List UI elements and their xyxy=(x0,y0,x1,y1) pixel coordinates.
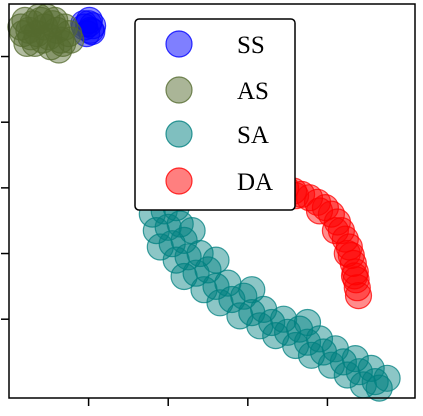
legend-marker-sa xyxy=(165,120,193,148)
legend-label-sa: SA xyxy=(237,122,269,149)
point-sa xyxy=(258,308,286,337)
legend: SS AS SA DA xyxy=(134,18,296,211)
point-sa xyxy=(321,335,349,363)
series-sa xyxy=(138,194,401,402)
point-sa xyxy=(202,246,230,274)
point-sa xyxy=(309,338,338,366)
legend-entry-as: AS xyxy=(165,76,269,105)
point-sa xyxy=(305,325,334,353)
legend-entry-sa: SA xyxy=(165,120,269,149)
point-sa xyxy=(274,318,302,346)
point-sa xyxy=(270,305,298,333)
ticks-layer xyxy=(1,55,329,406)
point-da xyxy=(305,197,334,225)
point-sa xyxy=(178,217,206,245)
point-as xyxy=(9,19,37,48)
point-sa xyxy=(329,348,357,376)
plot-frame xyxy=(8,3,416,399)
legend-marker-ss xyxy=(165,30,193,58)
point-da xyxy=(343,274,371,302)
point-as xyxy=(57,26,85,54)
point-da xyxy=(340,262,369,290)
legend-entry-da: DA xyxy=(165,167,273,196)
point-ss xyxy=(78,18,106,46)
point-da xyxy=(321,217,349,245)
point-sa xyxy=(365,374,393,402)
legend-entry-ss: SS xyxy=(165,30,265,59)
point-sa xyxy=(238,299,266,327)
legend-marker-as xyxy=(165,76,193,104)
point-sa xyxy=(238,276,266,304)
point-sa xyxy=(182,259,210,287)
point-da xyxy=(333,239,361,268)
point-sa xyxy=(218,285,246,314)
legend-marker-da xyxy=(165,167,193,195)
point-sa xyxy=(341,345,369,373)
legend-box xyxy=(134,18,296,211)
legend-label-as: AS xyxy=(237,78,269,105)
point-da xyxy=(303,188,332,216)
series-as xyxy=(7,3,85,64)
legend-label-da: DA xyxy=(237,169,273,196)
legend-label-ss: SS xyxy=(237,32,265,59)
point-sa xyxy=(250,295,278,323)
